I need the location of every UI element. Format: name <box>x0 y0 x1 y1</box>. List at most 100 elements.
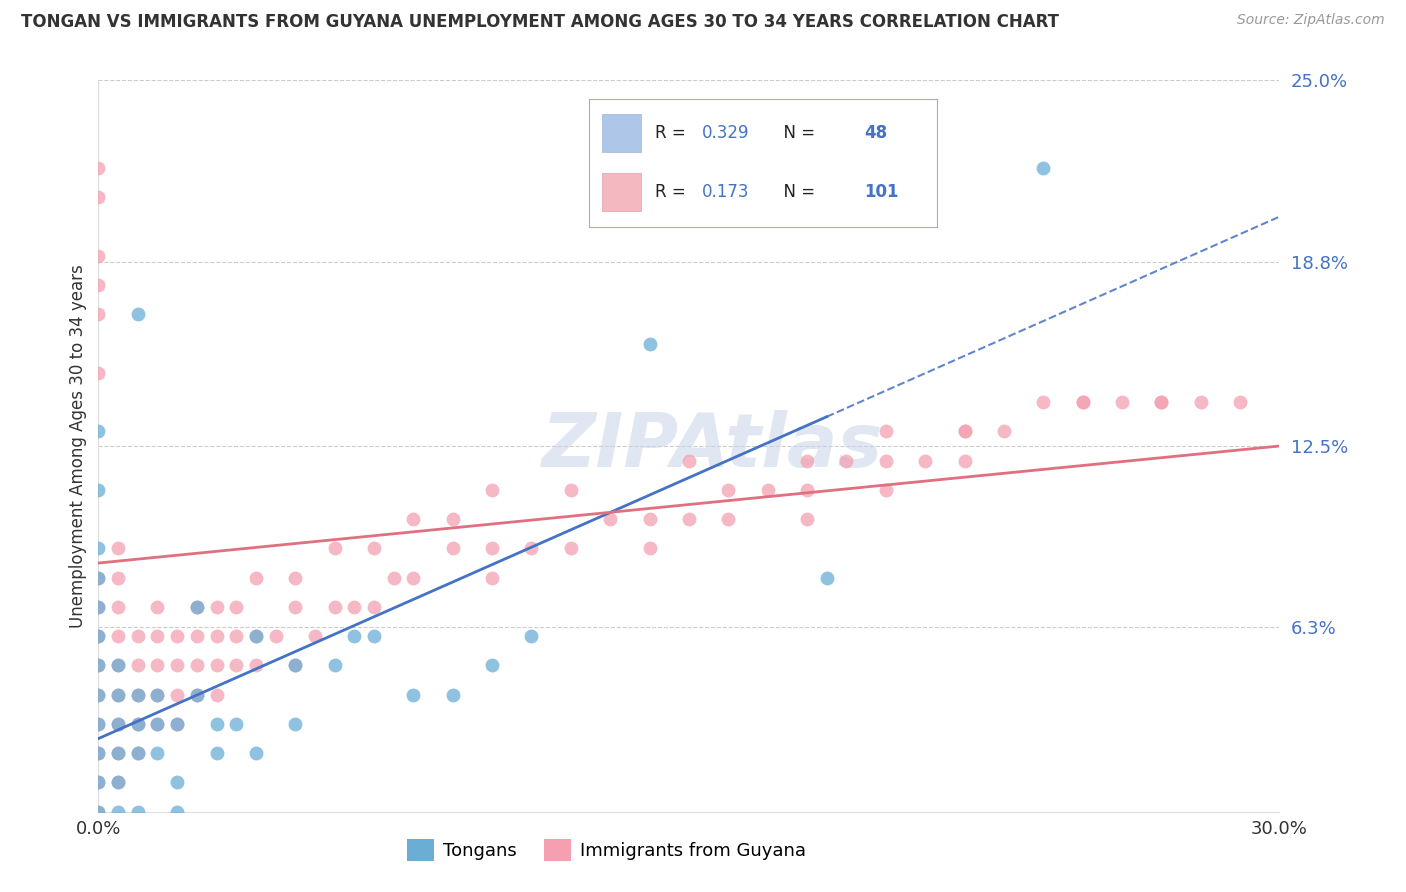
Point <box>107 746 129 760</box>
Point <box>87 629 110 643</box>
Point <box>1071 395 1094 409</box>
Point <box>481 483 503 497</box>
Point <box>875 453 897 467</box>
Point <box>127 746 149 760</box>
Point <box>107 571 129 585</box>
Point <box>245 571 267 585</box>
Point <box>323 599 346 614</box>
Point <box>245 629 267 643</box>
Point <box>87 746 110 760</box>
Point <box>245 629 267 643</box>
Point <box>914 453 936 467</box>
Point <box>717 512 740 526</box>
Point <box>1111 395 1133 409</box>
Point <box>284 658 307 673</box>
Point <box>107 775 129 789</box>
Point <box>87 775 110 789</box>
Point <box>87 161 110 175</box>
Point <box>382 571 405 585</box>
Point <box>107 775 129 789</box>
Point <box>599 512 621 526</box>
Point <box>205 629 228 643</box>
Text: TONGAN VS IMMIGRANTS FROM GUYANA UNEMPLOYMENT AMONG AGES 30 TO 34 YEARS CORRELAT: TONGAN VS IMMIGRANTS FROM GUYANA UNEMPLO… <box>21 13 1059 31</box>
Point <box>146 688 169 702</box>
Point <box>127 629 149 643</box>
Point <box>993 425 1015 439</box>
Point <box>87 629 110 643</box>
Point <box>304 629 326 643</box>
Point <box>481 571 503 585</box>
Point <box>146 717 169 731</box>
Point <box>264 629 287 643</box>
Point <box>678 512 700 526</box>
Point <box>186 688 208 702</box>
Point <box>146 717 169 731</box>
Point <box>756 483 779 497</box>
Point <box>107 629 129 643</box>
Point <box>225 599 247 614</box>
Point <box>953 425 976 439</box>
Point <box>186 658 208 673</box>
Point <box>1150 395 1173 409</box>
Point <box>146 746 169 760</box>
Point <box>146 658 169 673</box>
Point <box>441 688 464 702</box>
Point <box>107 805 129 819</box>
Point <box>560 483 582 497</box>
Point <box>363 629 385 643</box>
Point <box>796 483 818 497</box>
Point <box>146 688 169 702</box>
Point <box>166 717 188 731</box>
Point <box>127 717 149 731</box>
Point <box>107 717 129 731</box>
Point <box>638 336 661 351</box>
Point <box>87 307 110 321</box>
Point <box>146 599 169 614</box>
Point <box>87 717 110 731</box>
Point <box>323 658 346 673</box>
Point <box>875 483 897 497</box>
Point <box>284 717 307 731</box>
Point <box>107 717 129 731</box>
Point <box>107 541 129 556</box>
Point <box>87 571 110 585</box>
Point <box>127 746 149 760</box>
Point <box>205 717 228 731</box>
Point <box>638 512 661 526</box>
Point <box>717 483 740 497</box>
Point <box>87 541 110 556</box>
Text: ZIPAtlas: ZIPAtlas <box>541 409 883 483</box>
Point <box>87 658 110 673</box>
Point <box>87 190 110 204</box>
Point <box>87 599 110 614</box>
Y-axis label: Unemployment Among Ages 30 to 34 years: Unemployment Among Ages 30 to 34 years <box>69 264 87 628</box>
Point <box>205 658 228 673</box>
Point <box>166 805 188 819</box>
Point <box>481 541 503 556</box>
Point <box>107 658 129 673</box>
Point <box>520 629 543 643</box>
Point <box>87 805 110 819</box>
Point <box>1150 395 1173 409</box>
Point <box>323 541 346 556</box>
Point <box>166 688 188 702</box>
Point <box>87 278 110 293</box>
Point <box>107 599 129 614</box>
Point <box>87 599 110 614</box>
Point <box>87 366 110 380</box>
Point <box>87 775 110 789</box>
Point <box>245 746 267 760</box>
Point <box>796 512 818 526</box>
Point <box>127 658 149 673</box>
Point <box>481 658 503 673</box>
Text: Source: ZipAtlas.com: Source: ZipAtlas.com <box>1237 13 1385 28</box>
Point <box>796 453 818 467</box>
Point <box>87 688 110 702</box>
Point <box>520 541 543 556</box>
Point <box>225 658 247 673</box>
Point <box>127 307 149 321</box>
Point <box>678 453 700 467</box>
Point <box>284 599 307 614</box>
Point <box>363 599 385 614</box>
Point <box>441 541 464 556</box>
